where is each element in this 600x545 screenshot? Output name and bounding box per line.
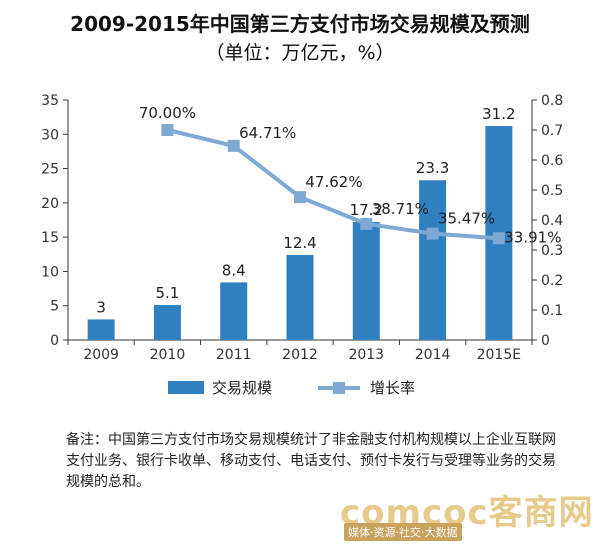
x-tick-label: 2013: [348, 347, 384, 363]
growth-value-label: 33.91%: [504, 228, 561, 246]
growth-value-label: 35.47%: [438, 210, 495, 228]
y-left-tick-label: 25: [41, 162, 59, 178]
y-left-tick-label: 20: [41, 196, 59, 212]
growth-value-label: 47.62%: [305, 173, 362, 191]
y-left-tick-label: 15: [41, 230, 59, 246]
x-tick-label: 2010: [150, 347, 186, 363]
x-tick-label: 2011: [216, 347, 252, 363]
growth-point: [360, 217, 373, 230]
growth-point: [294, 191, 306, 204]
y-right-tick-label: 0.5: [541, 183, 563, 199]
growth-point: [227, 139, 240, 152]
bar-value-label: 8.4: [222, 261, 246, 279]
bar: [352, 222, 380, 340]
bar: [286, 254, 314, 340]
legend-label-line: 增长率: [370, 379, 415, 397]
y-right-tick-label: 0.4: [541, 213, 563, 229]
chart-title: 2009-2015年中国第三方支付市场交易规模及预测: [70, 12, 530, 36]
growth-point: [492, 232, 505, 245]
legend-label-bar: 交易规模: [212, 379, 272, 397]
bar: [220, 282, 248, 340]
growth-value-label: 38.71%: [372, 200, 429, 218]
legend-swatch-bar: [168, 381, 204, 394]
y-left-tick-label: 35: [41, 93, 59, 109]
bar: [419, 180, 447, 340]
growth-point: [161, 124, 174, 136]
y-left-tick-label: 0: [50, 333, 59, 349]
y-right-tick-label: 0: [541, 333, 550, 349]
growth-value-label: 64.71%: [239, 124, 296, 142]
bar-value-label: 31.2: [482, 105, 515, 123]
watermark-subtext: 媒体·资源·社交·大数据: [344, 523, 462, 541]
growth-line: [166, 128, 499, 241]
bar-value-label: 5.1: [155, 284, 179, 302]
legend-swatch-marker: [333, 382, 345, 394]
y-right-tick-label: 0.3: [541, 243, 563, 259]
x-tick-label: 2014: [415, 347, 451, 363]
x-tick-label: 2012: [282, 347, 318, 363]
bar-value-label: 17.2: [350, 201, 383, 219]
y-left-tick-label: 30: [41, 127, 59, 143]
growth-point: [426, 227, 439, 240]
x-tick-label: 2015E: [477, 347, 521, 363]
bar-value-label: 23.3: [416, 159, 449, 177]
x-tick-label: 2009: [83, 347, 119, 363]
y-right-tick-label: 0.7: [541, 123, 563, 139]
bar: [153, 305, 181, 340]
y-left-tick-label: 10: [41, 264, 59, 280]
bar-value-label: 3: [96, 298, 106, 316]
chart: 0 5 10 15 20 25 30 35 0 0.1 0.2 0.3 0.4 0.5 0.6 0.7 0.8 2…: [41, 93, 563, 397]
watermark-logo: comcoc客商网 媒体·资源·社交·大数据: [340, 485, 596, 541]
y-left-tick-label: 5: [50, 299, 59, 315]
y-right-tick-label: 0.8: [541, 93, 563, 109]
bar-value-label: 12.4: [283, 234, 316, 252]
chart-subtitle: （单位：万亿元，%）: [205, 42, 395, 64]
y-right-tick-label: 0.1: [541, 303, 563, 319]
y-right-tick-label: 0.6: [541, 153, 563, 169]
growth-value-label: 70.00%: [139, 104, 196, 122]
chart-note: 备注：中国第三方支付市场交易规模统计了非金融支付机构规模以上企业互联网支付业务、…: [66, 432, 556, 490]
y-right-tick-label: 0.2: [541, 273, 563, 289]
bar: [87, 319, 115, 340]
